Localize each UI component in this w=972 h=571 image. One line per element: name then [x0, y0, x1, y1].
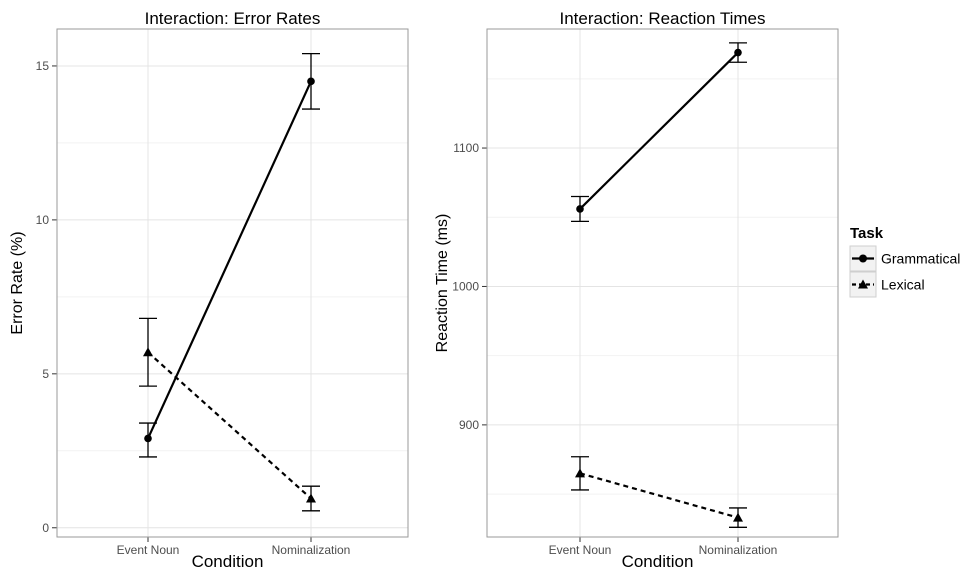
x-tick-label: Event Noun [549, 543, 612, 557]
data-point-circle [576, 205, 584, 213]
legend: Task Grammatical Lexical [849, 225, 960, 298]
series-grammatical [139, 52, 320, 458]
series-line [579, 51, 739, 210]
plot-area [57, 29, 408, 537]
plot-frame [56, 28, 409, 538]
plot-area [487, 29, 838, 537]
plot-frame [486, 28, 839, 538]
legend-circle-marker [859, 254, 867, 263]
y-axis-label: Error Rate (%) [9, 231, 26, 334]
legend-item-grammatical: Grammatical [849, 245, 960, 272]
chart-panel-2: 900 1000 1100 Event Noun Nominalization Inter… [434, 9, 839, 571]
data-point-circle [734, 48, 742, 57]
y-tick-label: 900 [459, 418, 479, 432]
y-tick-label: 5 [42, 367, 49, 381]
y-tick-label: 1000 [452, 279, 479, 293]
series-line [147, 351, 312, 500]
legend-title: Task [850, 225, 884, 242]
x-axis-label: Condition [192, 552, 264, 571]
data-point-triangle [733, 512, 743, 522]
series-line [579, 472, 739, 519]
legend-label: Grammatical [881, 251, 960, 267]
data-point-triangle [306, 493, 316, 503]
data-point-triangle [143, 347, 153, 357]
series-line [146, 80, 313, 439]
x-tick-label: Event Noun [117, 543, 180, 557]
x-axis-label: Condition [622, 552, 694, 571]
series-lexical [571, 456, 747, 528]
legend-triangle-marker [858, 279, 868, 289]
data-point-circle [307, 77, 315, 86]
chart-title: Interaction: Reaction Times [560, 9, 766, 28]
y-tick-label: 10 [36, 213, 50, 227]
x-tick-label: Nominalization [699, 543, 778, 557]
data-point-circle [144, 434, 152, 443]
y-tick-label: 1100 [453, 141, 479, 155]
x-tick-label: Nominalization [272, 543, 351, 557]
legend-item-lexical: Lexical [849, 271, 925, 298]
chart-title: Interaction: Error Rates [145, 9, 321, 28]
legend-label: Lexical [881, 277, 925, 293]
chart-panel-1: 0 5 10 15 Event Noun Nominalization Interactio… [9, 9, 409, 571]
series-grammatical [571, 42, 747, 223]
y-tick-label: 0 [42, 521, 49, 535]
data-point-triangle [575, 468, 585, 478]
y-axis-label: Reaction Time (ms) [434, 214, 451, 353]
y-tick-label: 15 [36, 59, 50, 73]
series-lexical [139, 317, 320, 512]
